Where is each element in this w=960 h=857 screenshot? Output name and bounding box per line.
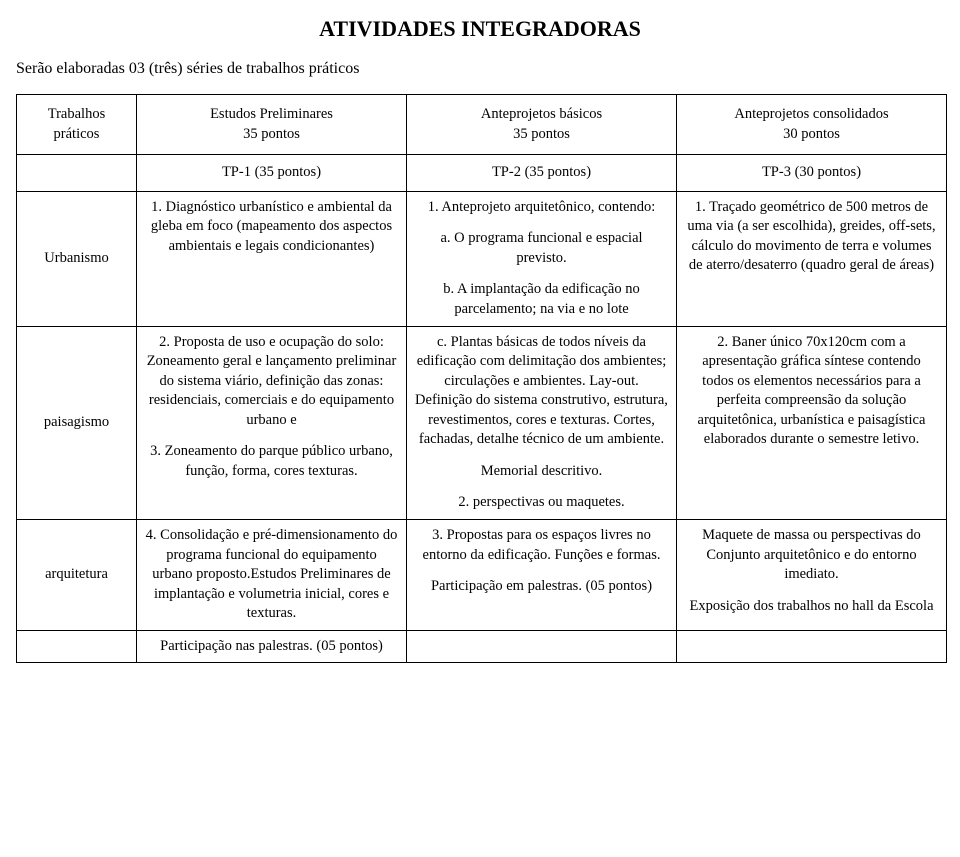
r1c3-text: 1. Traçado geométrico de 500 metros de u… bbox=[685, 198, 938, 276]
cell-r2-c2: c. Plantas básicas de todos níveis da ed… bbox=[407, 326, 677, 520]
header-col1: Estudos Preliminares 35 pontos bbox=[137, 95, 407, 155]
r3c1-text: 4. Consolidação e pré-dimensionamento do… bbox=[145, 526, 398, 624]
row-paisagismo: paisagismo 2. Proposta de uso e ocupação… bbox=[17, 326, 947, 520]
cell-r2-c1: 2. Proposta de uso e ocupação do solo: Z… bbox=[137, 326, 407, 520]
cell-r2-c3: 2. Baner único 70x120cm com a apresentaç… bbox=[677, 326, 947, 520]
header-col3: Anteprojetos consolidados 30 pontos bbox=[677, 95, 947, 155]
intro-text: Serão elaboradas 03 (três) séries de tra… bbox=[16, 60, 944, 78]
footer-side-empty bbox=[17, 630, 137, 663]
footer-c1-text: Participação nas palestras. (05 pontos) bbox=[145, 637, 398, 657]
header-col3-line2: 30 pontos bbox=[683, 125, 940, 145]
footer-c2-empty bbox=[407, 630, 677, 663]
r2c3-text: 2. Baner único 70x120cm com a apresentaç… bbox=[685, 333, 938, 450]
header-col3-line1: Anteprojetos consolidados bbox=[683, 105, 940, 125]
r2c2-c: 2. perspectivas ou maquetes. bbox=[415, 493, 668, 513]
cell-r3-c3: Maquete de massa ou perspectivas do Conj… bbox=[677, 520, 947, 631]
activities-table: Trabalhos práticos Estudos Preliminares … bbox=[16, 94, 947, 663]
header-col2-line1: Anteprojetos básicos bbox=[413, 105, 670, 125]
cell-r1-c1: 1. Diagnóstico urbanístico e ambiental d… bbox=[137, 191, 407, 326]
row-footer: Participação nas palestras. (05 pontos) bbox=[17, 630, 947, 663]
header-col2: Anteprojetos básicos 35 pontos bbox=[407, 95, 677, 155]
header-side-line1: Trabalhos bbox=[23, 105, 130, 125]
tp-3: TP-3 (30 pontos) bbox=[677, 155, 947, 192]
header-side: Trabalhos práticos bbox=[17, 95, 137, 155]
row-arquitetura: arquitetura 4. Consolidação e pré-dimens… bbox=[17, 520, 947, 631]
tp-1: TP-1 (35 pontos) bbox=[137, 155, 407, 192]
tp-row: TP-1 (35 pontos) TP-2 (35 pontos) TP-3 (… bbox=[17, 155, 947, 192]
side-arquitetura: arquitetura bbox=[17, 520, 137, 631]
r3c2-b: Participação em palestras. (05 pontos) bbox=[415, 577, 668, 597]
tp-side-empty bbox=[17, 155, 137, 192]
r2c2-a: c. Plantas básicas de todos níveis da ed… bbox=[415, 333, 668, 450]
r1c2-c: b. A implantação da edificação no parcel… bbox=[415, 280, 668, 319]
header-col1-line2: 35 pontos bbox=[143, 125, 400, 145]
footer-c3-empty bbox=[677, 630, 947, 663]
side-urbanismo: Urbanismo bbox=[17, 191, 137, 326]
header-col2-line2: 35 pontos bbox=[413, 125, 670, 145]
page-title: ATIVIDADES INTEGRADORAS bbox=[16, 16, 944, 42]
table-header-row: Trabalhos práticos Estudos Preliminares … bbox=[17, 95, 947, 155]
cell-r3-c1: 4. Consolidação e pré-dimensionamento do… bbox=[137, 520, 407, 631]
r1c1-text: 1. Diagnóstico urbanístico e ambiental d… bbox=[145, 198, 398, 257]
r1c2-a: 1. Anteprojeto arquitetônico, contendo: bbox=[415, 198, 668, 218]
cell-r3-c2: 3. Propostas para os espaços livres no e… bbox=[407, 520, 677, 631]
header-side-line2: práticos bbox=[23, 125, 130, 145]
r2c1-a: 2. Proposta de uso e ocupação do solo: Z… bbox=[145, 333, 398, 431]
cell-r1-c3: 1. Traçado geométrico de 500 metros de u… bbox=[677, 191, 947, 326]
header-col1-line1: Estudos Preliminares bbox=[143, 105, 400, 125]
r1c2-b: a. O programa funcional e espacial previ… bbox=[415, 229, 668, 268]
row-urbanismo: Urbanismo 1. Diagnóstico urbanístico e a… bbox=[17, 191, 947, 326]
tp-2: TP-2 (35 pontos) bbox=[407, 155, 677, 192]
r2c2-b: Memorial descritivo. bbox=[415, 462, 668, 482]
r3c2-a: 3. Propostas para os espaços livres no e… bbox=[415, 526, 668, 565]
r3c3-b: Exposição dos trabalhos no hall da Escol… bbox=[685, 597, 938, 617]
footer-c1: Participação nas palestras. (05 pontos) bbox=[137, 630, 407, 663]
cell-r1-c2: 1. Anteprojeto arquitetônico, contendo: … bbox=[407, 191, 677, 326]
r3c3-a: Maquete de massa ou perspectivas do Conj… bbox=[685, 526, 938, 585]
side-paisagismo: paisagismo bbox=[17, 326, 137, 520]
r2c1-b: 3. Zoneamento do parque público urbano, … bbox=[145, 442, 398, 481]
